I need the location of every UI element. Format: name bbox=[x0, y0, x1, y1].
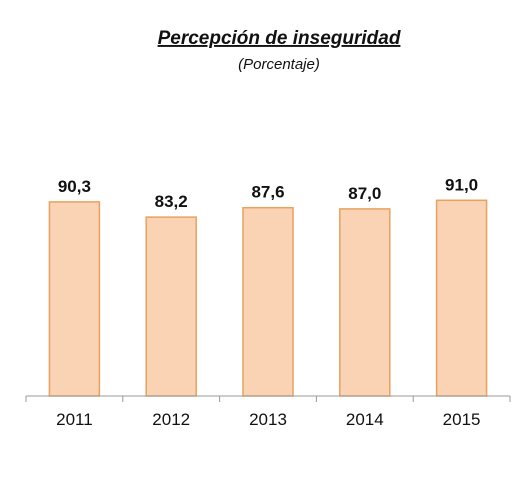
data-label-2012: 83,2 bbox=[155, 192, 188, 211]
bar-2013 bbox=[242, 206, 294, 397]
data-label-2011: 90,3 bbox=[58, 177, 91, 196]
x-tick-label-2011: 2011 bbox=[56, 410, 93, 429]
x-axis bbox=[25, 395, 511, 402]
x-tick-labels: 2011 2012 2013 2014 2015 bbox=[56, 410, 480, 429]
bar-2012 bbox=[145, 216, 197, 397]
x-tick-label-2014: 2014 bbox=[346, 410, 384, 429]
bar-2014 bbox=[339, 208, 391, 397]
bar-2015 bbox=[435, 199, 488, 397]
bar-series bbox=[48, 199, 488, 397]
x-tick-label-2012: 2012 bbox=[152, 410, 190, 429]
x-tick-label-2013: 2013 bbox=[249, 410, 287, 429]
chart-subtitle: (Porcentaje) bbox=[238, 56, 320, 73]
bar-2011 bbox=[48, 201, 101, 397]
data-label-2014: 87,0 bbox=[348, 184, 381, 203]
x-tick-label-2015: 2015 bbox=[443, 410, 481, 429]
data-labels: 90,3 83,2 87,6 87,0 91,0 bbox=[58, 175, 478, 211]
data-label-2015: 91,0 bbox=[445, 175, 478, 194]
chart-title: Percepción de inseguridad bbox=[158, 28, 401, 49]
data-label-2013: 87,6 bbox=[251, 183, 284, 202]
